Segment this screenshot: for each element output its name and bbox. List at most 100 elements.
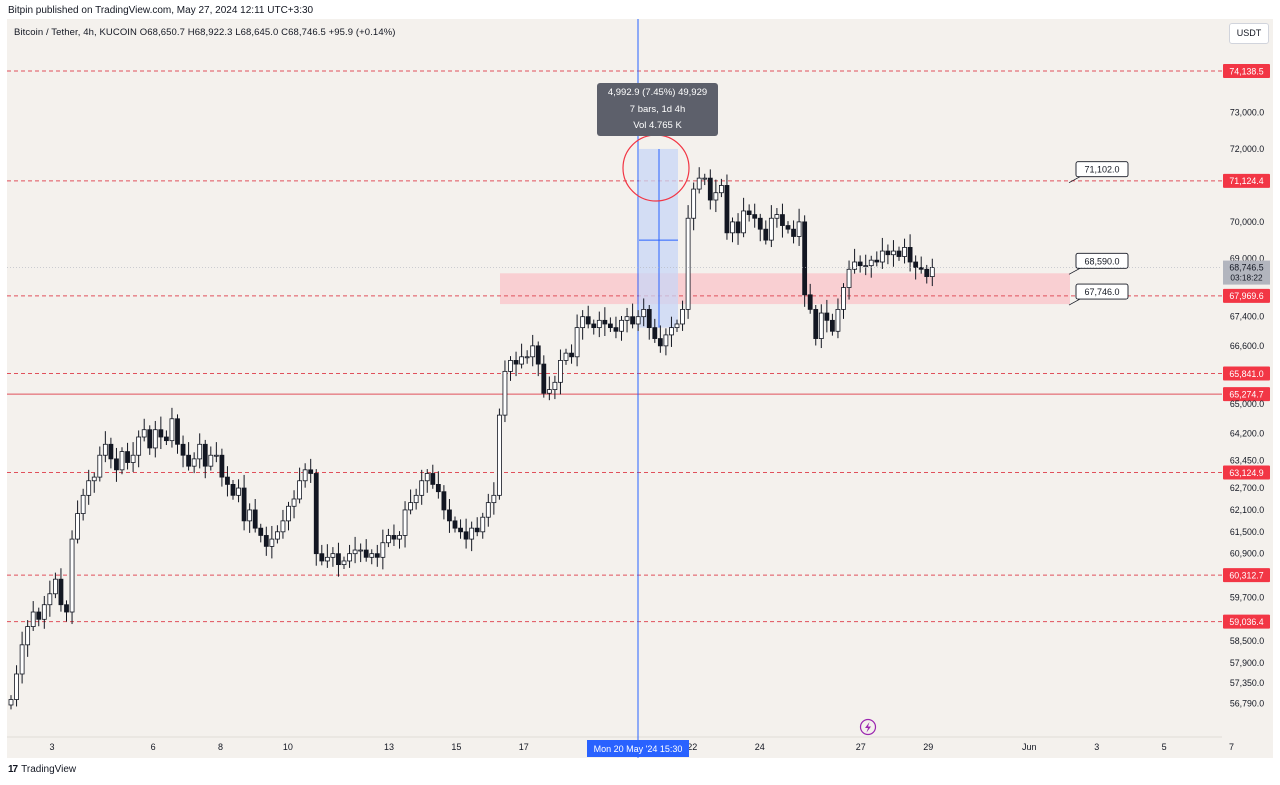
candle-up	[552, 381, 558, 391]
candle-up	[496, 414, 502, 496]
level-price-label: 71,124.4	[1229, 176, 1263, 186]
callout-pointer	[1068, 176, 1081, 184]
x-tick-label: 6	[151, 742, 156, 752]
candle-down	[252, 509, 258, 529]
candle-down	[391, 535, 397, 540]
flash-icon-bolt	[865, 722, 871, 733]
currency-badge[interactable]: USDT	[1229, 23, 1269, 44]
candle-down	[308, 469, 314, 474]
candle-down	[830, 319, 835, 332]
candle-up	[19, 644, 25, 675]
current-price-label: 68,746.5	[1229, 263, 1263, 273]
candle-down	[202, 443, 208, 467]
callout-box	[1075, 283, 1129, 300]
supply-demand-zone	[500, 273, 1070, 305]
candle-up	[691, 188, 697, 219]
candle-down	[336, 553, 341, 566]
candle-up	[369, 553, 375, 558]
x-tick-label: 7	[1229, 742, 1234, 752]
candle-down	[458, 527, 463, 533]
candle-up	[97, 454, 103, 478]
candle-up	[152, 429, 158, 449]
candle-down	[147, 429, 153, 449]
candle-up	[502, 370, 508, 416]
candle-down	[125, 451, 130, 463]
candle-up	[863, 265, 869, 268]
candle-up	[69, 538, 75, 613]
candle-down	[263, 535, 269, 547]
candle-down	[613, 327, 619, 332]
y-tick-label: 73,000.0	[1230, 108, 1264, 118]
candle-up	[563, 352, 569, 361]
y-tick-label: 63,450.0	[1230, 456, 1264, 466]
candle-up	[580, 316, 586, 329]
candle-down	[474, 527, 480, 533]
x-tick-label: 17	[519, 742, 529, 752]
callout-pointer	[1068, 298, 1081, 306]
callout-box	[1075, 252, 1129, 269]
x-tick-label: Jun	[1022, 742, 1037, 752]
candle-up	[25, 626, 31, 646]
chart-canvas[interactable]: 74,138.5 71,124.4 67,969.6 65,841.0 65,274.7…	[7, 19, 1273, 758]
candle-up	[852, 261, 857, 270]
candle-up	[80, 494, 86, 514]
candle-down	[64, 604, 69, 613]
candle-down	[258, 527, 264, 536]
candle-up	[14, 673, 19, 700]
candle-down	[430, 473, 436, 485]
candle-up	[730, 221, 735, 234]
candle-up	[291, 498, 297, 507]
candle-down	[591, 323, 597, 329]
candle-down	[241, 487, 247, 522]
y-tick-label: 67,400.0	[1230, 312, 1264, 322]
y-tick-label: 64,200.0	[1230, 428, 1264, 438]
symbol-legend: Bitcoin / Tether, 4h, KUCOIN O68,650.7 H…	[14, 27, 396, 38]
candle-down	[541, 363, 547, 394]
x-tick-label: 3	[49, 742, 54, 752]
footer: 17 TradingView	[8, 764, 76, 775]
candle-up	[413, 494, 419, 504]
level-price-label: 59,036.4	[1229, 617, 1263, 627]
footer-brand[interactable]: TradingView	[21, 764, 77, 775]
y-tick-label: 58,500.0	[1230, 636, 1264, 646]
y-tick-label: 62,700.0	[1230, 483, 1264, 493]
candle-up	[402, 509, 408, 536]
level-price-tag	[1223, 288, 1270, 303]
candle-down	[447, 509, 452, 522]
candle-down	[513, 360, 519, 365]
candle-down	[780, 214, 785, 226]
candle-up	[902, 247, 907, 257]
candle-down	[452, 520, 458, 529]
chart-area[interactable]: 74,138.5 71,124.4 67,969.6 65,841.0 65,274.7…	[7, 19, 1273, 758]
candle-up	[508, 360, 513, 372]
candle-up	[102, 443, 108, 456]
y-tick-label: 61,500.0	[1230, 527, 1264, 537]
x-tick-label: 3	[1094, 742, 1099, 752]
x-tick-label: 8	[218, 742, 223, 752]
candle-down	[158, 429, 164, 438]
candle-up	[197, 443, 203, 460]
candles-group	[8, 167, 935, 710]
candle-up	[274, 531, 280, 540]
candle-up	[702, 177, 708, 180]
candle-up	[385, 535, 391, 544]
candle-down	[114, 458, 119, 471]
candle-down	[657, 338, 663, 347]
flash-icon	[859, 718, 877, 736]
x-tick-label: 22	[687, 742, 697, 752]
candle-up	[713, 192, 719, 201]
candle-up	[347, 553, 352, 562]
candle-up	[236, 487, 241, 496]
candle-up	[91, 476, 97, 482]
candle-up	[635, 316, 641, 325]
candle-up	[408, 502, 414, 511]
candle-down	[785, 225, 791, 230]
candle-up	[424, 473, 430, 482]
candle-up	[719, 185, 724, 194]
x-tick-label: 5	[1162, 742, 1167, 752]
candle-up	[208, 454, 214, 467]
x-tick-label: 27	[856, 742, 866, 752]
y-tick-label: 66,600.0	[1230, 341, 1264, 351]
candle-up	[680, 308, 685, 325]
level-price-label: 67,969.6	[1229, 291, 1263, 301]
